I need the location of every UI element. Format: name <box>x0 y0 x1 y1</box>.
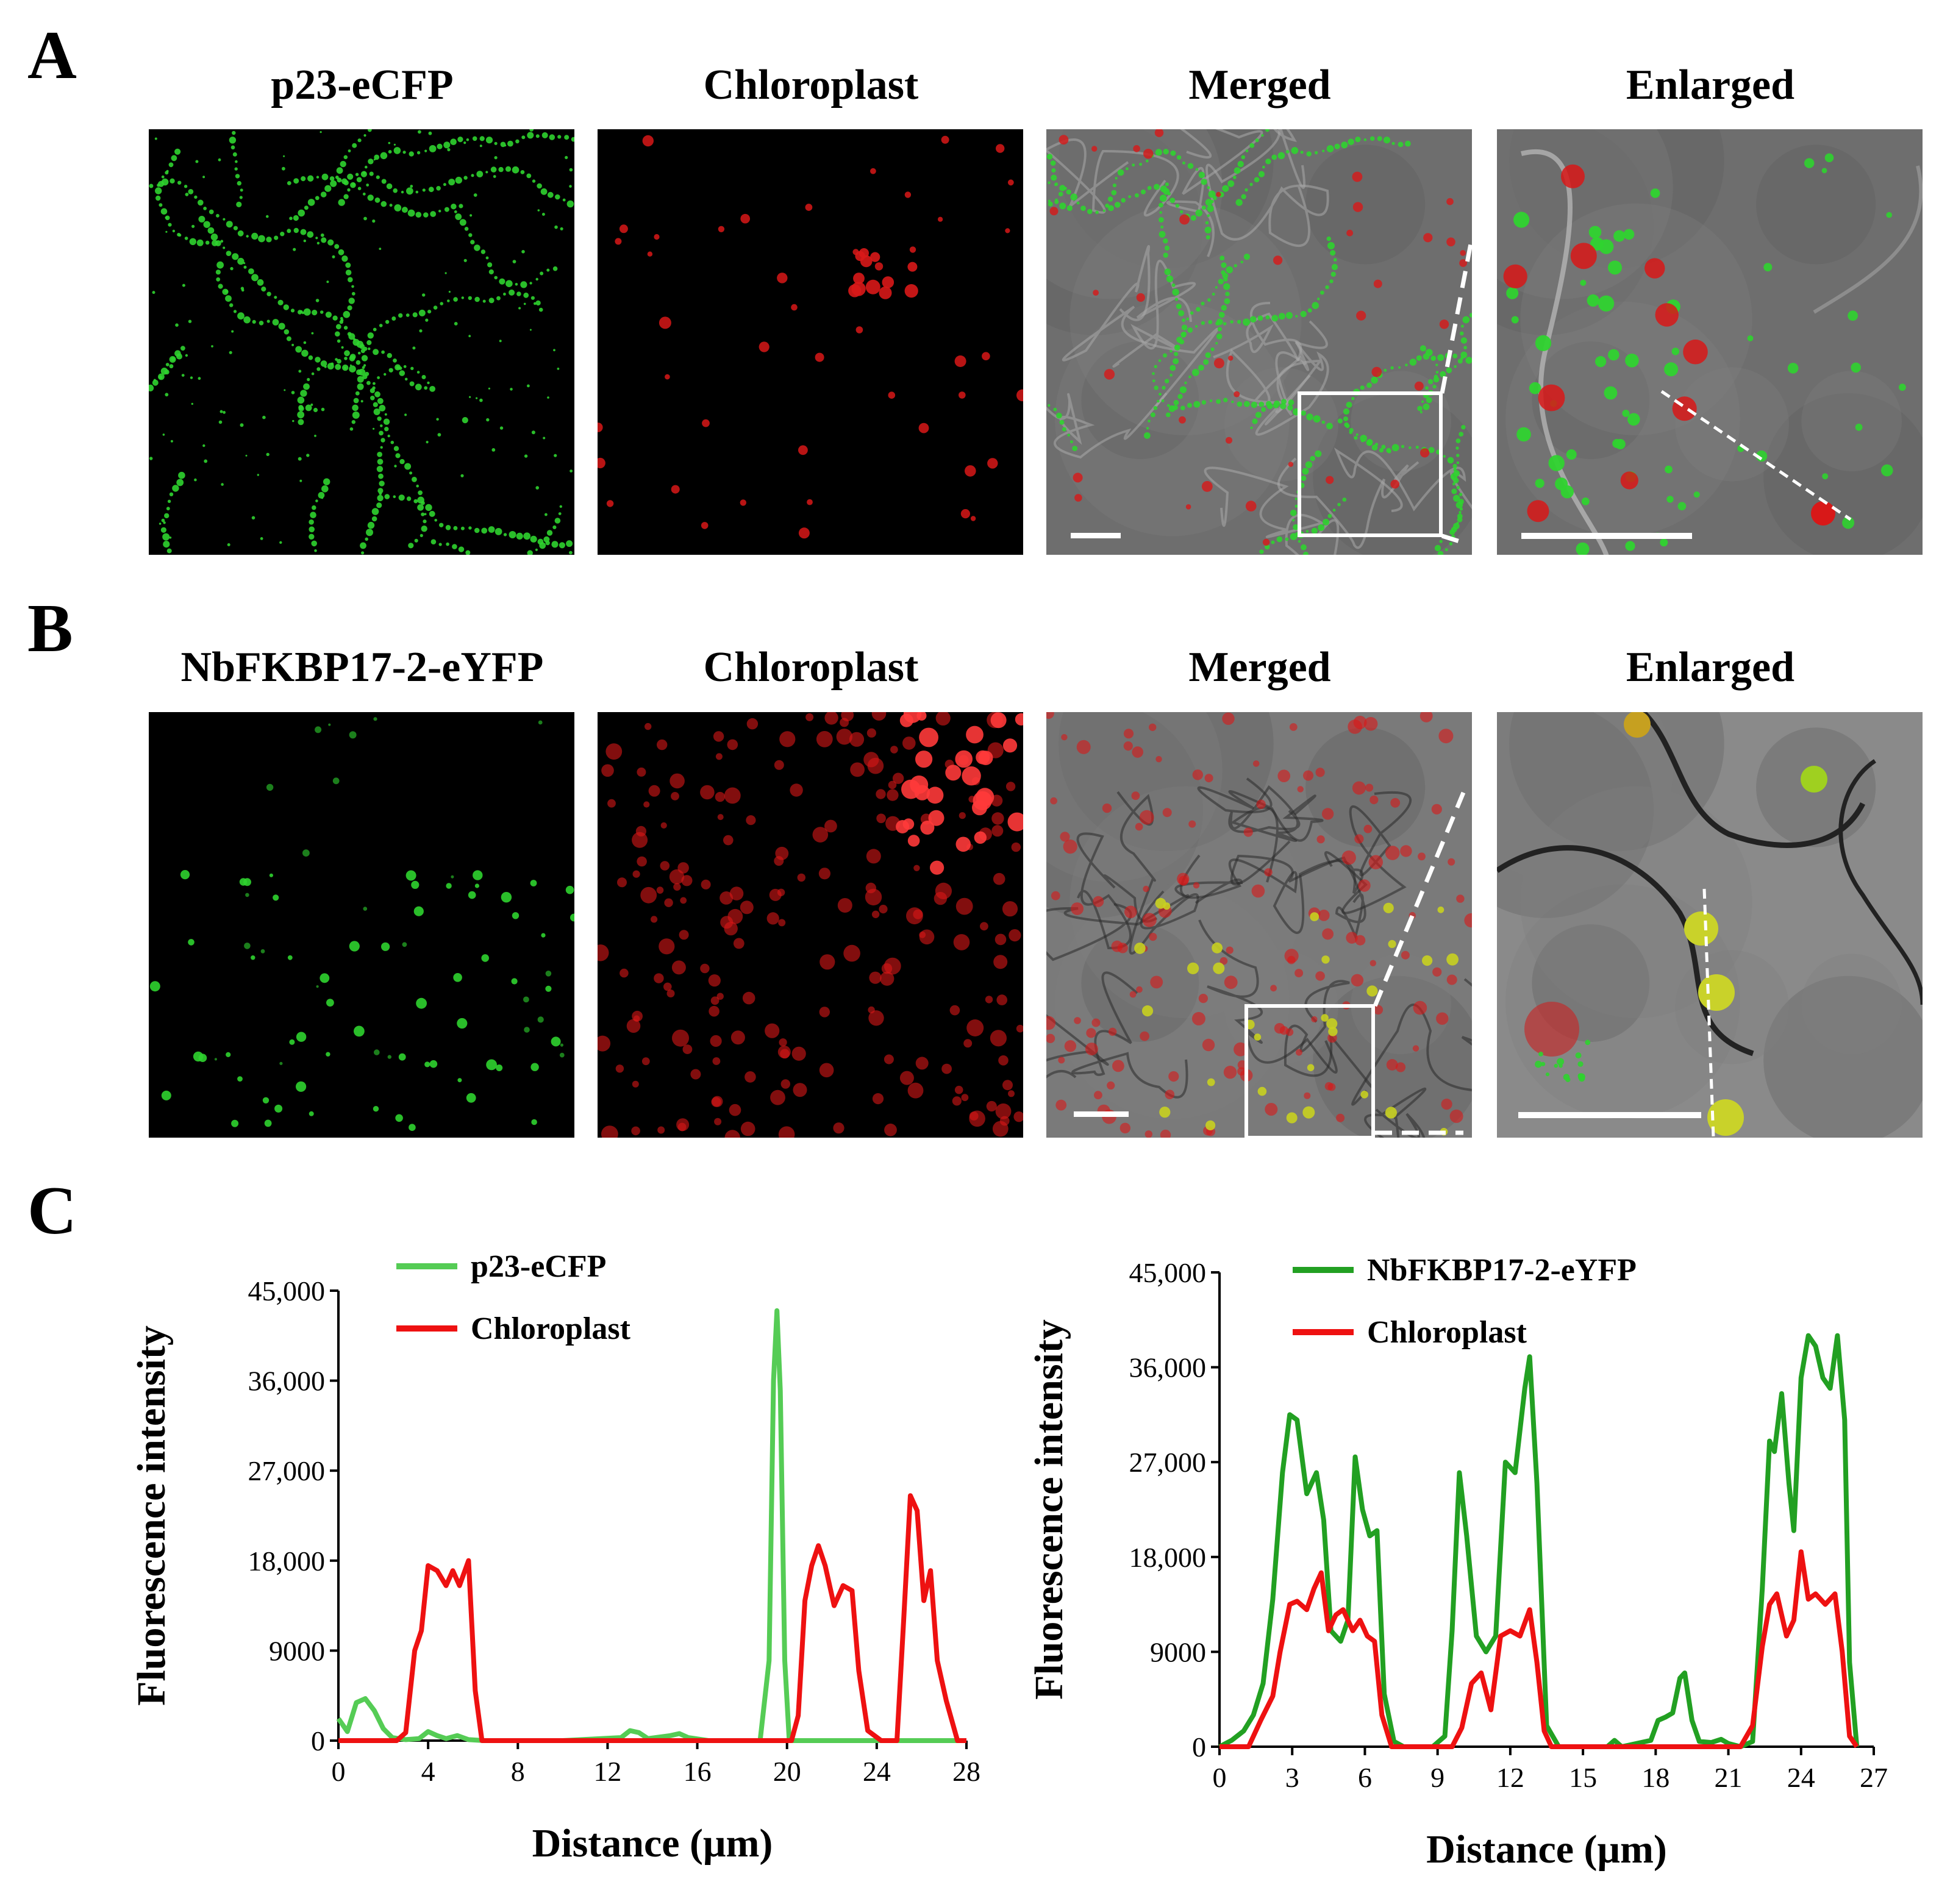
series-line-chloroplast <box>338 1493 966 1743</box>
x-tick-label: 4 <box>421 1756 435 1787</box>
panel-label-c: C <box>27 1173 77 1249</box>
legend-label: Chloroplast <box>471 1311 631 1346</box>
x-tick-label: 8 <box>511 1756 525 1787</box>
y-axis-title: Fluorescence intensity <box>1027 1319 1071 1700</box>
x-tick-label: 12 <box>1496 1762 1524 1793</box>
micrograph-a-red <box>598 129 1023 555</box>
y-tick-label: 45,000 <box>248 1275 326 1307</box>
scale-bar-a-merged <box>1071 533 1121 538</box>
legend-label: NbFKBP17-2-eYFP <box>1367 1253 1637 1288</box>
micrograph-b-red <box>598 712 1023 1138</box>
y-tick-label: 27,000 <box>248 1455 326 1486</box>
x-axis-title: Distance (μm) <box>532 1821 773 1866</box>
y-tick-label: 36,000 <box>1129 1352 1207 1383</box>
y-tick-label: 18,000 <box>248 1546 326 1577</box>
y-tick-label: 36,000 <box>248 1366 326 1397</box>
title-a-enlarged: Enlarged <box>1626 62 1795 109</box>
x-tick-label: 6 <box>1358 1762 1372 1793</box>
line-chart-nbfkbp17: 0 3 6 9 12 15 18 21 24 27 0 9000 18,000 27,000 36,000 4… <box>1027 1253 1888 1872</box>
panel-label-b: B <box>27 591 73 666</box>
y-tick-label: 9000 <box>1150 1636 1206 1667</box>
title-b-chloroplast: Chloroplast <box>703 644 919 691</box>
title-b-enlarged: Enlarged <box>1626 644 1795 691</box>
y-tick-label: 18,000 <box>1129 1542 1207 1573</box>
micrograph-b-merged <box>1046 712 1472 1138</box>
micrograph-b-green <box>149 712 574 1138</box>
micrograph-b-enlarged <box>1497 712 1923 1138</box>
x-tick-label: 15 <box>1569 1762 1597 1793</box>
title-b-merged: Merged <box>1188 644 1331 691</box>
y-tick-label: 0 <box>1192 1731 1206 1763</box>
line-chart-p23: 0 4 8 12 16 20 24 28 0 9000 18,000 27,000 36,000 45,0… <box>129 1249 980 1866</box>
profile-line-b <box>1702 888 1715 1138</box>
y-tick-label: 0 <box>311 1725 325 1756</box>
x-tick-label: 20 <box>773 1756 801 1787</box>
y-tick-label: 45,000 <box>1129 1257 1207 1288</box>
scale-bar-b-merged <box>1074 1111 1129 1117</box>
micrograph-a-green <box>149 129 574 555</box>
profile-line-a <box>1660 390 1852 521</box>
zoom-box-b <box>1244 1004 1375 1138</box>
panel-label-a: A <box>27 18 77 93</box>
y-tick-label: 27,000 <box>1129 1447 1207 1478</box>
zoom-box-a <box>1298 391 1443 537</box>
x-tick-label: 16 <box>684 1756 712 1787</box>
x-tick-label: 9 <box>1430 1762 1444 1793</box>
micrograph-a-enlarged <box>1497 129 1923 555</box>
x-tick-label: 27 <box>1860 1762 1888 1793</box>
x-tick-label: 18 <box>1641 1762 1669 1793</box>
x-tick-label: 3 <box>1285 1762 1299 1793</box>
title-a-p23-ecfp: p23-eCFP <box>271 62 454 109</box>
y-axis-title: Fluorescence intensity <box>129 1325 174 1706</box>
x-tick-label: 21 <box>1715 1762 1743 1793</box>
x-tick-label: 24 <box>1787 1762 1815 1793</box>
x-tick-label: 0 <box>332 1756 346 1787</box>
scale-bar-b-enlarged <box>1518 1112 1701 1118</box>
series-line-nbfkbp17-2-eyfp <box>1218 1333 1860 1749</box>
micrograph-a-merged <box>1046 129 1472 555</box>
title-b-nbfkbp17-eyfp: NbFKBP17-2-eYFP <box>180 644 544 691</box>
x-tick-label: 24 <box>863 1756 891 1787</box>
legend-label: Chloroplast <box>1367 1315 1527 1350</box>
scale-bar-a-enlarged <box>1521 533 1692 539</box>
y-tick-label: 9000 <box>269 1635 325 1666</box>
x-tick-label: 12 <box>593 1756 621 1787</box>
series-line-p23-ecfp <box>336 1308 966 1743</box>
x-tick-label: 28 <box>952 1756 980 1787</box>
series-line-chloroplast <box>1219 1549 1859 1749</box>
x-tick-label: 0 <box>1213 1762 1227 1793</box>
legend-label: p23-eCFP <box>471 1249 606 1284</box>
title-a-chloroplast: Chloroplast <box>703 62 919 109</box>
x-axis-title: Distance (μm) <box>1426 1827 1667 1872</box>
title-a-merged: Merged <box>1188 62 1331 109</box>
